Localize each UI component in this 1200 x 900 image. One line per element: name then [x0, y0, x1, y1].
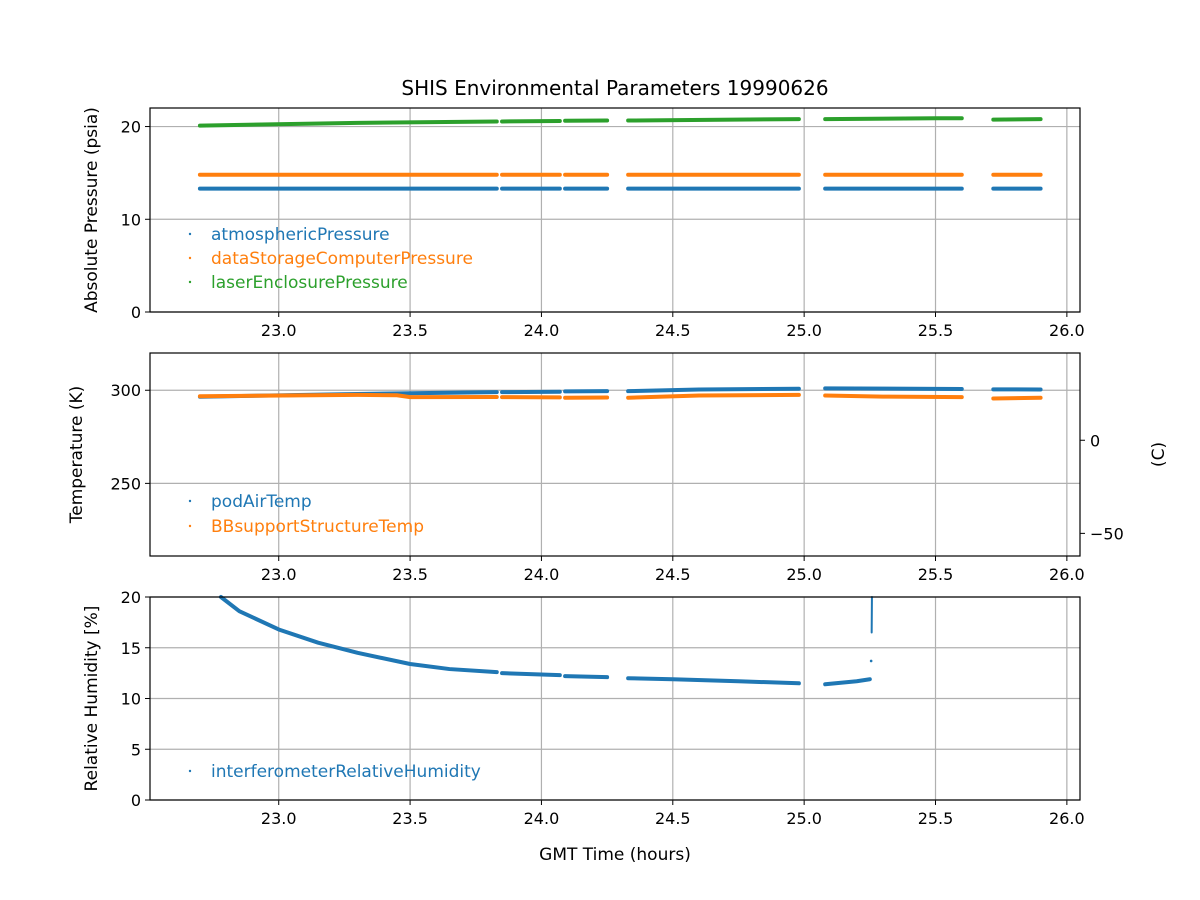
right-y-tick-label: −50 [1090, 524, 1124, 543]
chart-title: SHIS Environmental Parameters 19990626 [401, 76, 828, 100]
plot-area [150, 108, 1080, 312]
data-segment-BBsupportStructureTemp [197, 392, 499, 400]
legend-label: podAirTemp [211, 492, 312, 512]
y-axis-label: Relative Humidity [%] [82, 606, 102, 792]
x-tick-label: 25.5 [918, 809, 954, 828]
x-tick-label: 23.0 [261, 565, 297, 584]
y-tick-label: 0 [131, 303, 141, 322]
y-tick-label: 250 [110, 474, 141, 493]
legend-label: laserEnclosurePressure [211, 273, 408, 293]
data-segment-interferometerRelativeHumidity [500, 671, 562, 678]
x-tick-label: 26.0 [1049, 321, 1085, 340]
axes-frame [149, 596, 1081, 801]
panel-1: 23.0 23.5 24.0 24.5 25.0 25.5 26.0 250 300 podAir… [67, 352, 1169, 584]
data-segment-laserEnclosurePressure [626, 117, 801, 123]
legend-marker [188, 524, 192, 528]
panel-0: 23.0 23.5 24.0 24.5 25.0 25.5 26.0 0 10 20 atmosph… [82, 107, 1085, 340]
legend-marker [188, 280, 192, 284]
y-axis-label: Temperature (K) [67, 386, 87, 525]
legend-label: dataStorageComputerPressure [211, 249, 473, 269]
axes-frame [149, 107, 1081, 313]
x-tick-label: 25.0 [786, 565, 822, 584]
y-tick-label: 300 [110, 381, 141, 400]
x-tick-label: 24.0 [524, 809, 560, 828]
data-segment-BBsupportStructureTemp [991, 395, 1043, 401]
data-segment-laserEnclosurePressure [197, 119, 499, 128]
data-segment-BBsupportStructureTemp [626, 392, 801, 400]
x-tick-label: 24.5 [655, 809, 691, 828]
legend-label: BBsupportStructureTemp [211, 517, 424, 537]
axes-frame [149, 352, 1081, 557]
x-tick-label: 23.5 [392, 565, 428, 584]
right-y-axis-label: (C) [1149, 442, 1169, 467]
x-axis-label: GMT Time (hours) [539, 845, 691, 865]
legend-marker [188, 256, 192, 260]
x-tick-label: 25.5 [918, 565, 954, 584]
x-tick-label: 25.0 [786, 809, 822, 828]
x-tick-label: 23.5 [392, 809, 428, 828]
data-segment-podAirTemp [626, 386, 801, 394]
legend-marker [188, 232, 192, 236]
y-tick-label: 15 [121, 639, 141, 658]
x-tick-label: 24.0 [524, 565, 560, 584]
x-tick-label: 23.0 [261, 321, 297, 340]
legend-label: atmosphericPressure [211, 225, 390, 245]
right-y-tick-label: 0 [1090, 431, 1100, 450]
data-segment-interferometerRelativeHumidity [218, 595, 499, 675]
x-tick-label: 25.0 [786, 321, 822, 340]
x-tick-label: 24.5 [655, 321, 691, 340]
legend-marker [188, 769, 192, 773]
x-tick-label: 26.0 [1049, 565, 1085, 584]
y-tick-label: 10 [121, 210, 141, 229]
data-segment-BBsupportStructureTemp [823, 393, 964, 400]
legend-label: interferometerRelativeHumidity [211, 762, 481, 782]
y-tick-label: 10 [121, 690, 141, 709]
y-tick-label: 20 [121, 118, 141, 137]
legend-marker [188, 499, 192, 503]
data-segment-interferometerRelativeHumidity [563, 674, 610, 680]
y-axis-label: Absolute Pressure (psia) [82, 107, 102, 313]
x-tick-label: 25.5 [918, 321, 954, 340]
y-tick-label: 20 [121, 588, 141, 607]
y-tick-label: 0 [131, 791, 141, 810]
data-segment-podAirTemp [823, 386, 964, 391]
y-tick-label: 5 [131, 740, 141, 759]
panel-2: 23.0 23.5 24.0 24.5 25.0 25.5 26.0 0 5 10 15 20 inte… [82, 588, 1085, 828]
x-tick-label: 24.0 [524, 321, 560, 340]
x-tick-label: 24.5 [655, 565, 691, 584]
x-tick-label: 23.5 [392, 321, 428, 340]
panels: 23.0 23.5 24.0 24.5 25.0 25.5 26.0 0 10 20 atmosph… [67, 107, 1169, 828]
x-tick-label: 23.0 [261, 809, 297, 828]
data-segment-interferometerRelativeHumidity [626, 676, 801, 686]
data-segment-laserEnclosurePressure [823, 116, 964, 122]
data-segment-interferometerRelativeHumidity [823, 677, 872, 687]
x-tick-label: 26.0 [1049, 809, 1085, 828]
data-point-interferometerRelativeHumidity [869, 659, 873, 663]
